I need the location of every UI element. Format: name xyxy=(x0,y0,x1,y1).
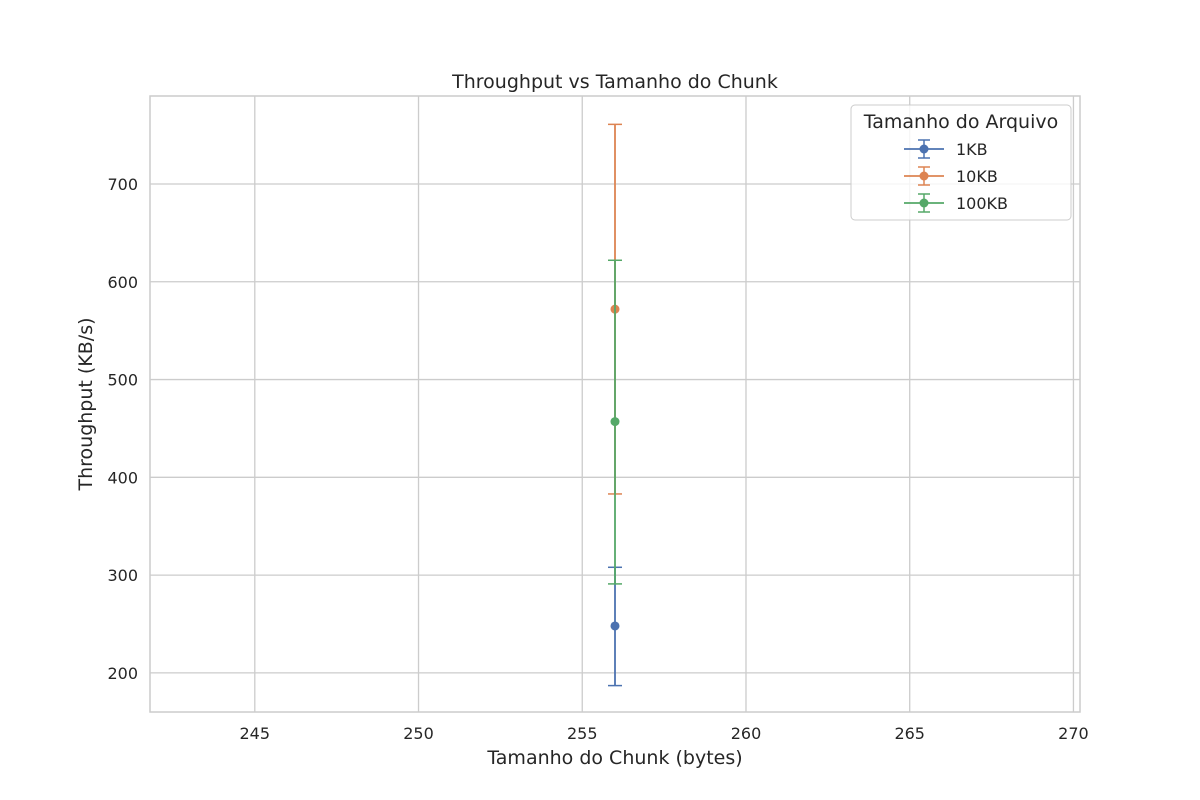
legend-entry-1KB: 1KB xyxy=(904,139,988,159)
x-axis-label: Tamanho do Chunk (bytes) xyxy=(486,747,742,769)
legend: Tamanho do Arquivo 1KB 10KB 100KB xyxy=(850,104,1072,221)
chart-title: Throughput vs Tamanho do Chunk xyxy=(451,71,778,93)
x-tick-label-255: 255 xyxy=(567,724,598,743)
y-tick-labels: 200 300 400 500 600 700 xyxy=(107,175,138,683)
legend-label-1KB: 1KB xyxy=(956,140,988,159)
y-tick-label-300: 300 xyxy=(107,566,138,585)
legend-marker-100KB xyxy=(919,198,929,208)
legend-entries: 1KB 10KB 100KB xyxy=(904,139,1008,213)
legend-title: Tamanho do Arquivo xyxy=(863,111,1058,133)
series-layer xyxy=(608,123,622,687)
legend-marker-1KB xyxy=(919,144,929,154)
y-axis-label: Throughput (KB/s) xyxy=(75,317,97,491)
legend-label-100KB: 100KB xyxy=(956,194,1008,213)
legend-label-10KB: 10KB xyxy=(956,167,998,186)
legend-entry-10KB: 10KB xyxy=(904,166,998,186)
y-tick-label-200: 200 xyxy=(107,664,138,683)
x-tick-label-265: 265 xyxy=(894,724,925,743)
y-tick-label-700: 700 xyxy=(107,175,138,194)
legend-entry-100KB: 100KB xyxy=(904,193,1008,213)
legend-marker-10KB xyxy=(919,171,929,181)
x-tick-labels: 245 250 255 260 265 270 xyxy=(240,724,1089,743)
x-tick-label-245: 245 xyxy=(240,724,271,743)
data-point-100KB xyxy=(610,417,620,427)
plot-area-frame xyxy=(149,95,1081,713)
y-tick-label-400: 400 xyxy=(107,468,138,487)
legend-box xyxy=(850,104,1072,221)
x-tick-label-260: 260 xyxy=(731,724,762,743)
series-100KB xyxy=(608,259,622,585)
y-tick-label-500: 500 xyxy=(107,371,138,390)
x-tick-label-250: 250 xyxy=(403,724,434,743)
data-point-1KB xyxy=(610,621,620,631)
x-tick-label-270: 270 xyxy=(1058,724,1089,743)
y-tick-label-600: 600 xyxy=(107,273,138,292)
